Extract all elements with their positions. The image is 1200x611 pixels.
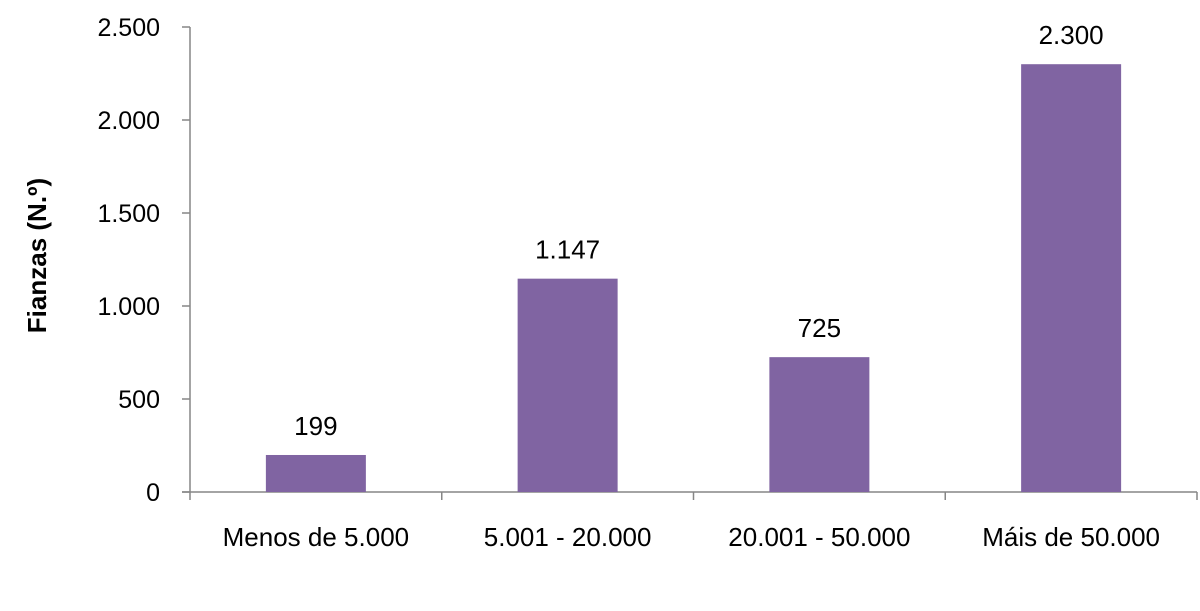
y-ticks: 0 500 1.000 1.500 2.000 2.500 bbox=[97, 14, 190, 507]
x-ticks bbox=[189, 492, 1198, 500]
bars bbox=[265, 64, 1122, 492]
category-label-3: 20.001 - 50.000 bbox=[728, 522, 910, 552]
category-labels: Menos de 5.000 5.001 - 20.000 20.001 - 50.… bbox=[223, 522, 1160, 552]
data-label-3: 725 bbox=[798, 313, 841, 343]
bar-3 bbox=[769, 357, 870, 492]
y-tick-label: 0 bbox=[146, 479, 160, 507]
data-labels: 199 1.147 725 2.300 bbox=[294, 20, 1103, 441]
category-label-4: Máis de 50.000 bbox=[982, 522, 1160, 552]
y-axis-title-group: Fianzas (N.º) bbox=[22, 178, 52, 333]
data-label-1: 199 bbox=[294, 411, 337, 441]
bar-4 bbox=[1021, 64, 1122, 492]
bar-2 bbox=[517, 278, 618, 492]
y-tick-label: 1.000 bbox=[97, 293, 160, 321]
data-label-4: 2.300 bbox=[1039, 20, 1104, 50]
bar-1 bbox=[265, 454, 366, 492]
data-label-2: 1.147 bbox=[535, 235, 600, 265]
y-tick-label: 500 bbox=[118, 386, 160, 414]
y-tick-label: 2.500 bbox=[97, 14, 160, 42]
category-label-1: Menos de 5.000 bbox=[223, 522, 409, 552]
y-tick-label: 1.500 bbox=[97, 200, 160, 228]
y-tick-label: 2.000 bbox=[97, 107, 160, 135]
category-label-2: 5.001 - 20.000 bbox=[484, 522, 652, 552]
y-axis-title: Fianzas (N.º) bbox=[22, 178, 52, 333]
